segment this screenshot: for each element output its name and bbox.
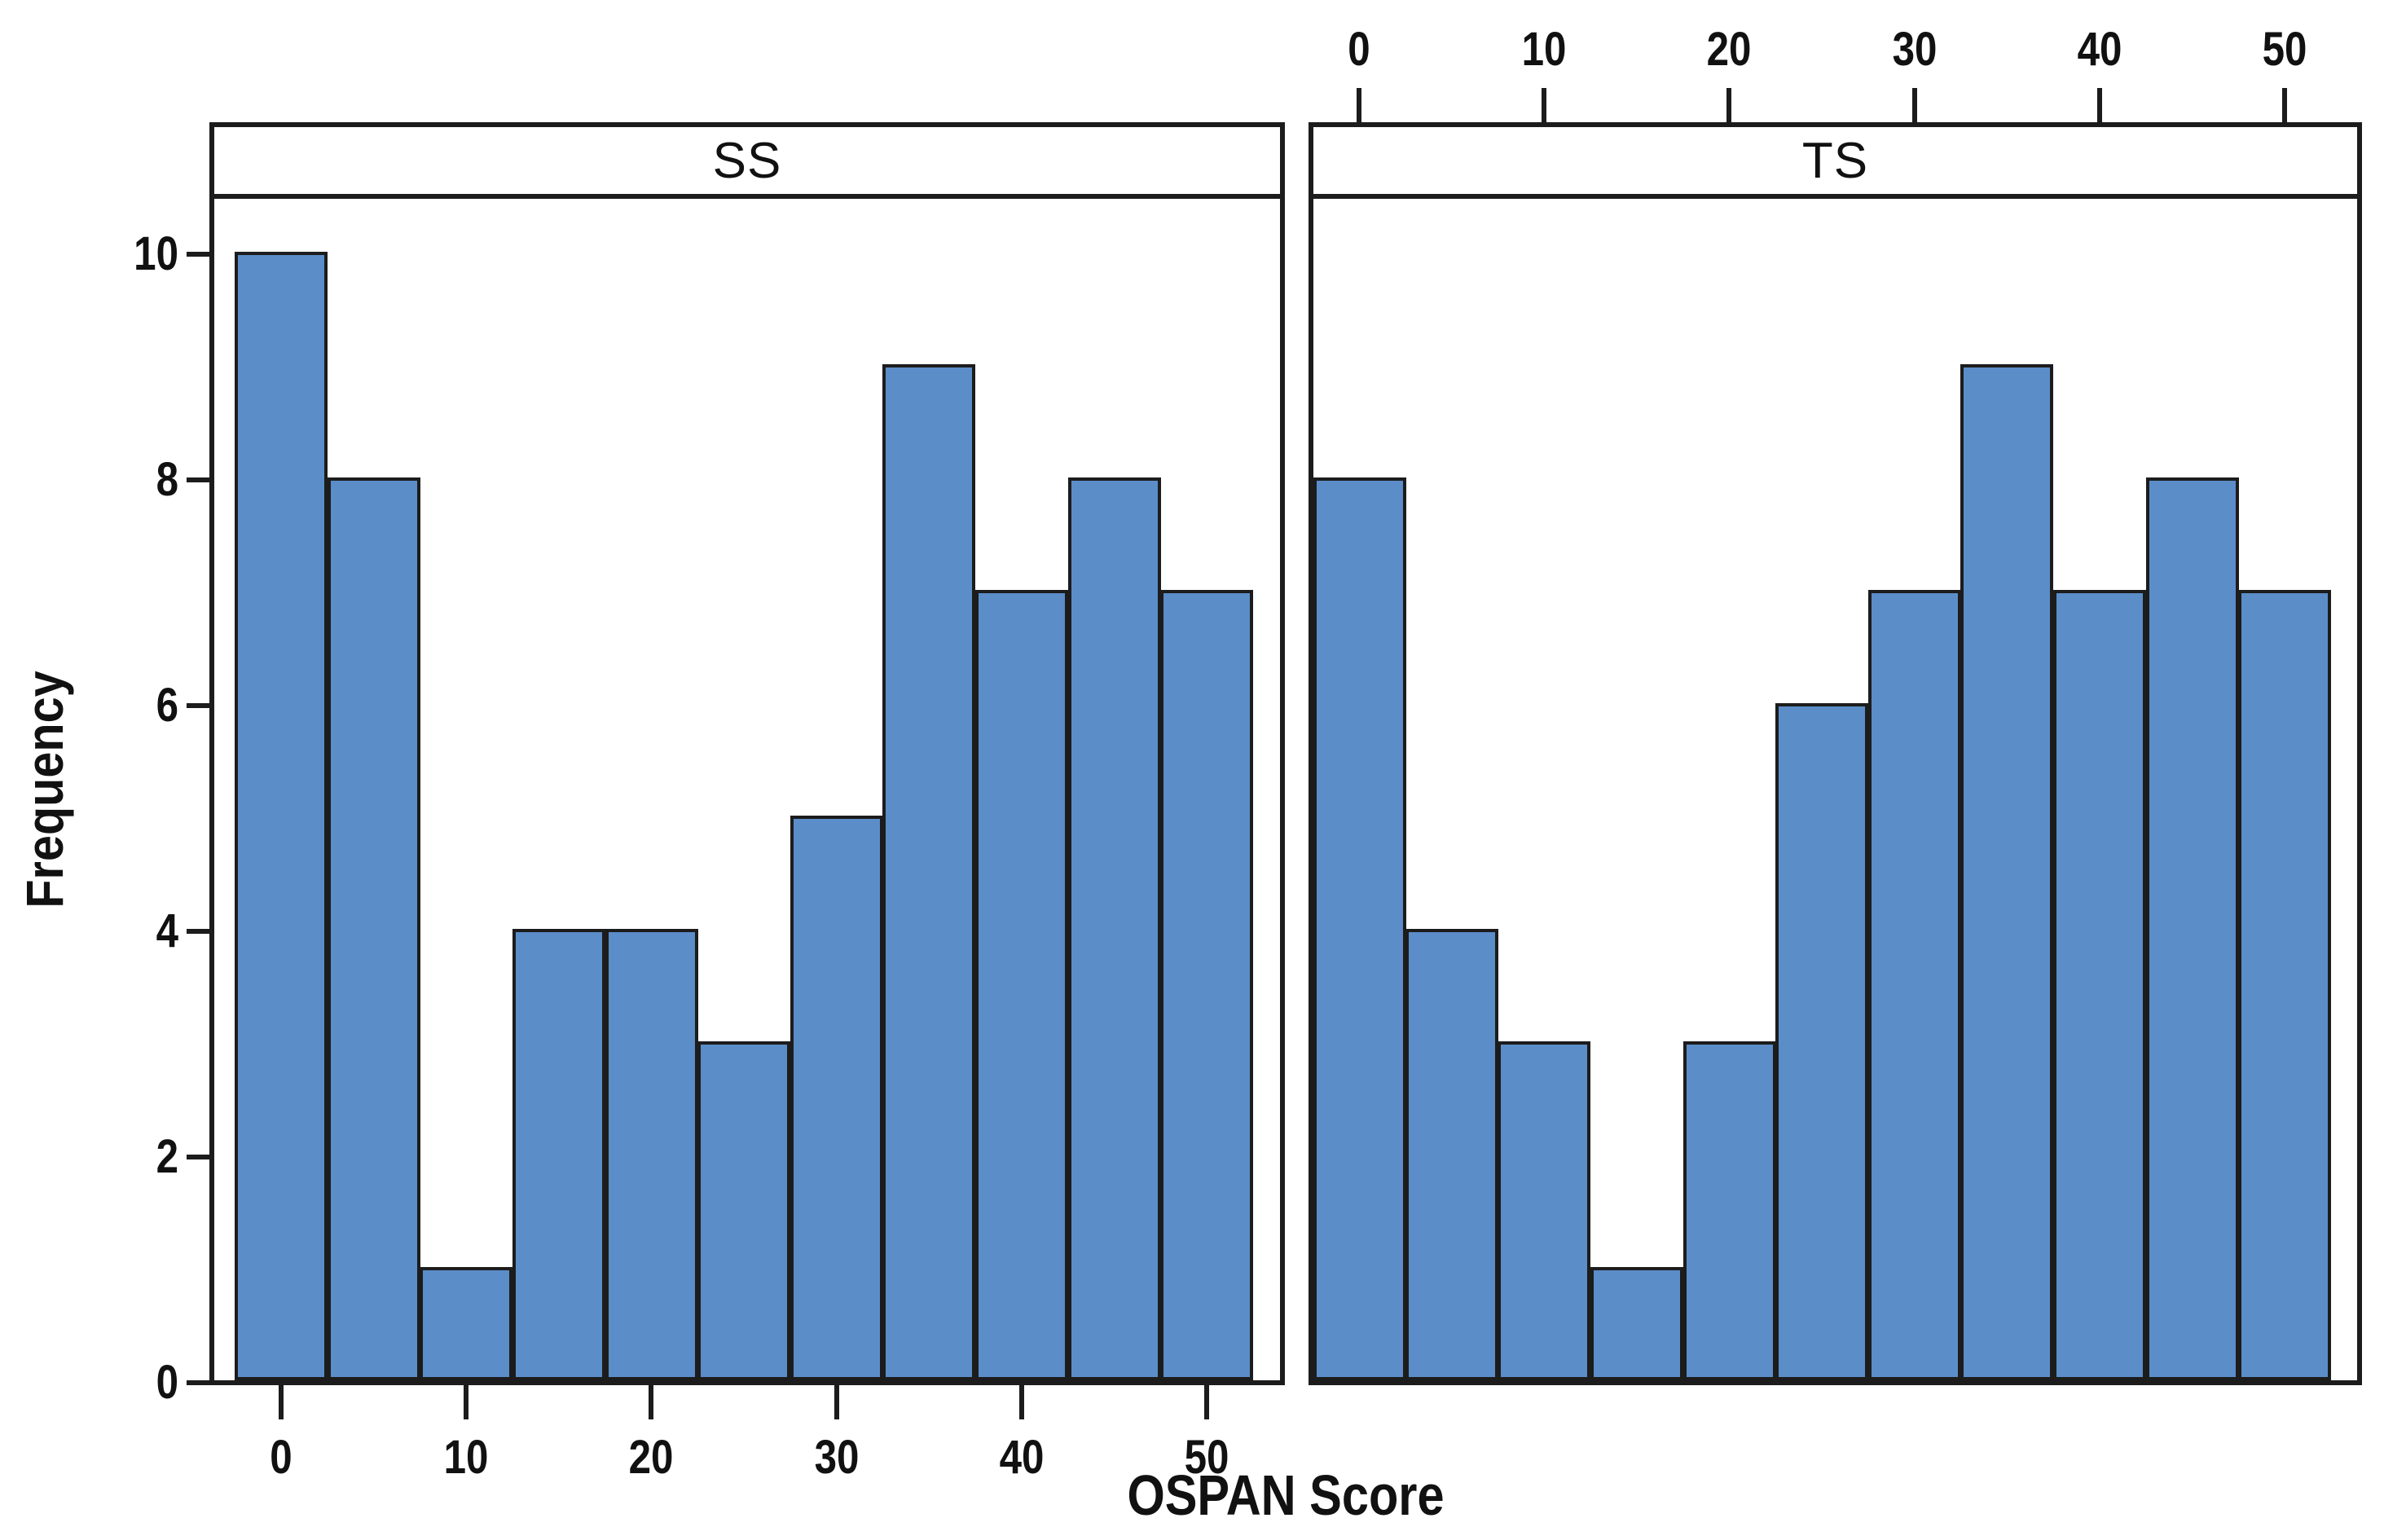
y-axis-tick-label: 4 <box>156 904 178 957</box>
x-axis-bottom-tick <box>1018 1385 1024 1419</box>
x-axis-bottom-tick <box>1204 1385 1209 1419</box>
histogram-bar <box>1590 1267 1683 1380</box>
histogram-bar <box>697 1041 790 1380</box>
x-axis-top-tick-label: 50 <box>2262 23 2307 76</box>
x-axis-top-tick <box>2096 88 2102 122</box>
x-axis-top-tick-label: 40 <box>2077 23 2122 76</box>
histogram-bar <box>2146 477 2239 1380</box>
histogram-bar <box>1313 477 1406 1380</box>
histogram-bar <box>1960 364 2053 1380</box>
facet-label-ss: SS <box>712 132 782 189</box>
x-axis-title: OSPAN Score <box>1127 1463 1445 1527</box>
histogram-bar <box>2238 590 2331 1380</box>
y-axis-tick-label: 10 <box>134 227 178 280</box>
x-axis-top-tick <box>1726 88 1732 122</box>
histogram-bar <box>975 590 1068 1380</box>
x-axis-bottom-tick-label: 50 <box>1184 1431 1229 1484</box>
y-axis-tick-label: 0 <box>156 1356 178 1409</box>
x-axis-top-tick-label: 10 <box>1521 23 1567 76</box>
x-axis-bottom-tick-label: 10 <box>443 1431 489 1484</box>
facet-panel-ss: SS <box>209 122 1285 1385</box>
histogram-bar <box>1498 1041 1590 1380</box>
y-axis-tick-label: 2 <box>156 1130 178 1183</box>
histogram-bar <box>1405 929 1498 1380</box>
x-axis-bottom-tick <box>834 1385 839 1419</box>
histogram-bar <box>1068 477 1161 1380</box>
y-axis-tick <box>187 929 209 934</box>
histogram-bar <box>420 1267 512 1380</box>
histogram-bar <box>328 477 420 1380</box>
facet-panel-ts: TS <box>1309 122 2362 1385</box>
x-axis-bottom-tick <box>464 1385 469 1419</box>
facet-header-ts: TS <box>1313 127 2357 199</box>
x-axis-bottom-tick <box>279 1385 284 1419</box>
x-axis-top-tick <box>1911 88 1917 122</box>
y-axis-tick-label: 8 <box>156 453 178 506</box>
histogram-bar <box>882 364 975 1380</box>
x-axis-top-tick-label: 20 <box>1706 23 1752 76</box>
facet-label-ts: TS <box>1801 132 1869 189</box>
x-axis-top-tick <box>1357 88 1361 122</box>
histogram-bar <box>1160 590 1253 1380</box>
histogram-bar <box>512 929 605 1380</box>
histogram-bar <box>1775 703 1868 1380</box>
y-axis-tick <box>187 1380 209 1385</box>
histogram-bar <box>1683 1041 1776 1380</box>
x-axis-top-tick-label: 0 <box>1348 23 1370 76</box>
facet-header-ss: SS <box>214 127 1280 199</box>
y-axis-tick <box>187 1155 209 1159</box>
histogram-bar <box>235 252 328 1380</box>
x-axis-bottom-tick-label: 0 <box>270 1431 293 1484</box>
histogram-bar <box>2053 590 2146 1380</box>
y-axis-tick <box>187 252 209 257</box>
plot-area-ss <box>214 199 1280 1380</box>
y-axis-tick <box>187 477 209 482</box>
x-axis-top-tick-label: 30 <box>1892 23 1938 76</box>
histogram-bar <box>790 816 883 1380</box>
x-axis-top-tick <box>1542 88 1547 122</box>
x-axis-bottom-tick-label: 40 <box>999 1431 1045 1484</box>
histogram-bar <box>605 929 698 1380</box>
plot-area-ts <box>1313 199 2357 1380</box>
x-axis-bottom-tick-label: 20 <box>628 1431 674 1484</box>
y-axis-tick-label: 6 <box>156 679 178 732</box>
x-axis-top-tick <box>2282 88 2287 122</box>
x-axis-bottom-tick-label: 30 <box>814 1431 860 1484</box>
y-axis-tick <box>187 703 209 708</box>
x-axis-bottom-tick <box>649 1385 654 1419</box>
histogram-bar <box>1868 590 1961 1380</box>
